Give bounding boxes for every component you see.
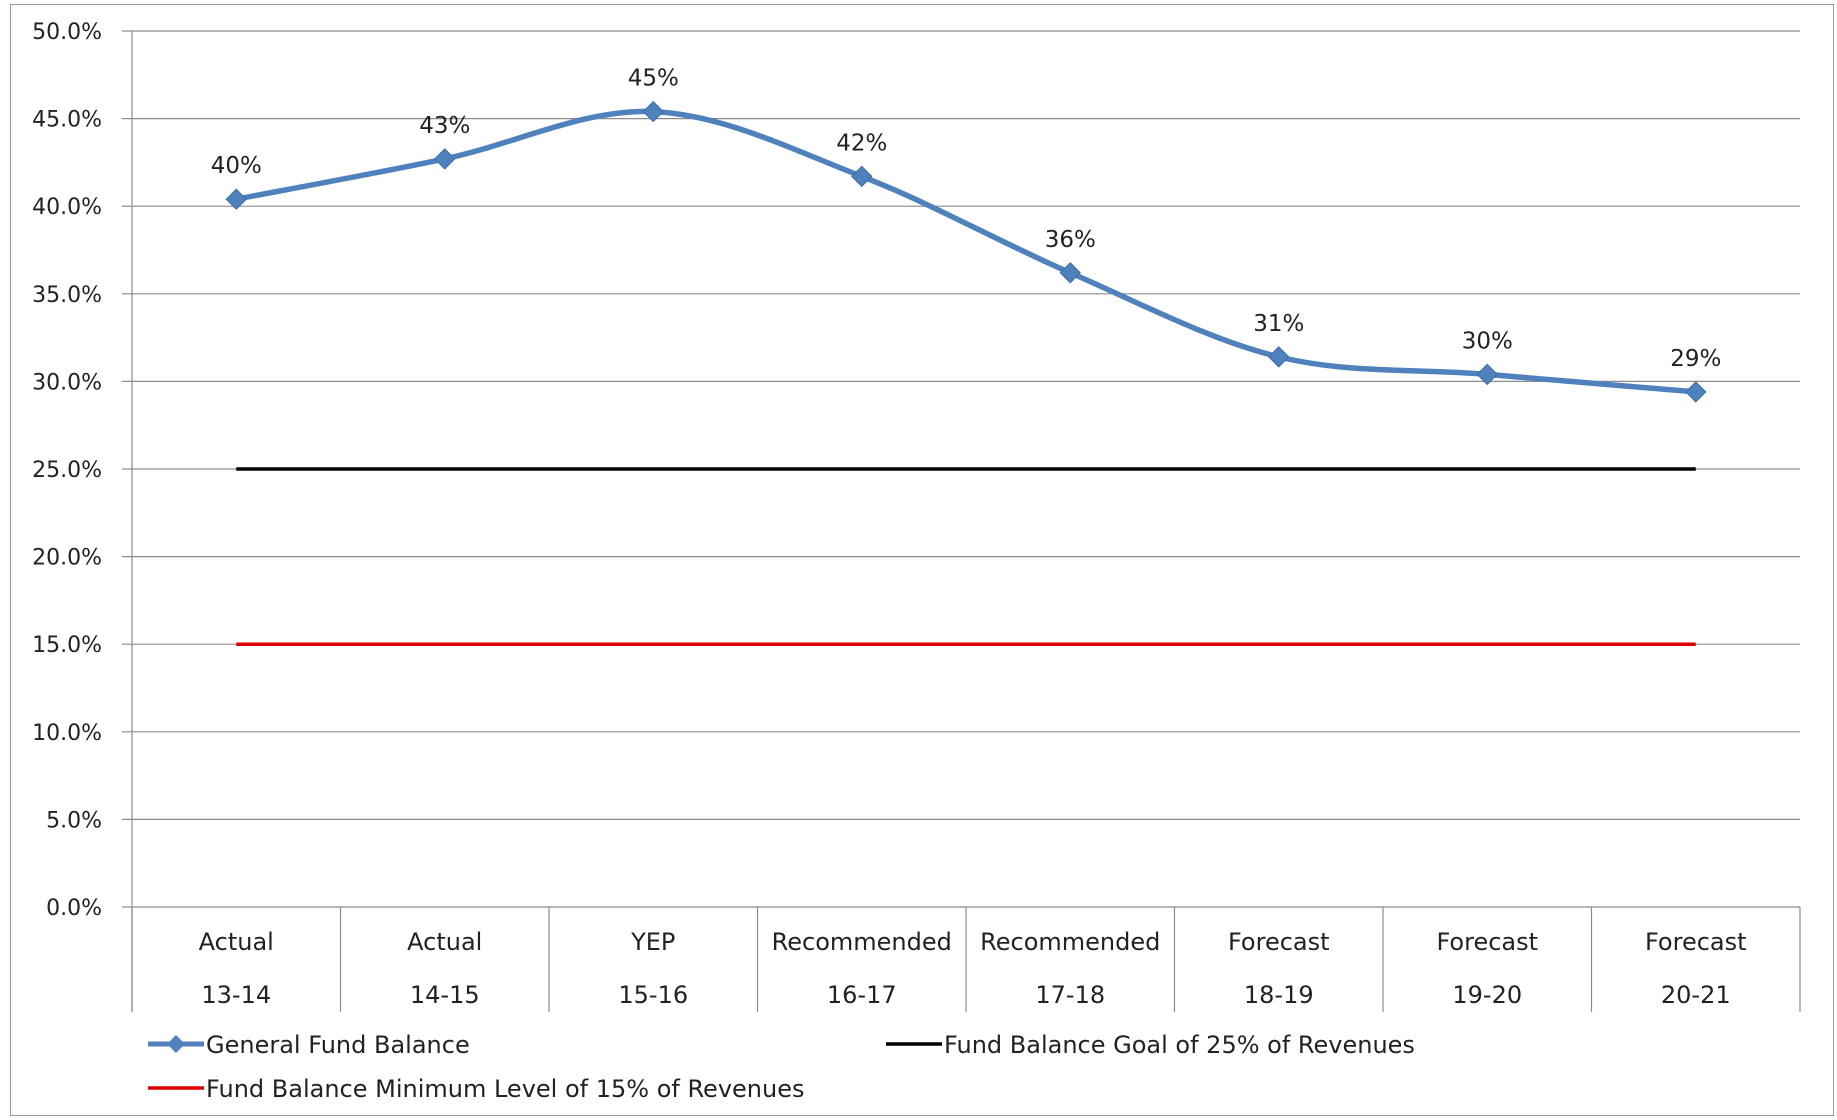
general-fund-balance-line xyxy=(235,108,1696,395)
data-label: 29% xyxy=(1670,346,1721,372)
legend-general-fund-balance-swatch-marker xyxy=(167,1035,185,1053)
y-tick-label: 35.0% xyxy=(32,283,102,308)
y-tick-label: 30.0% xyxy=(32,370,102,395)
y-tick-label: 40.0% xyxy=(32,195,102,220)
data-label: 40% xyxy=(211,153,262,179)
category-label: Actual xyxy=(407,928,482,956)
data-point-marker xyxy=(1476,363,1498,386)
category-label: Recommended xyxy=(980,928,1160,956)
legend-goal-label: Fund Balance Goal of 25% of Revenues xyxy=(944,1031,1415,1059)
chart-frame xyxy=(10,4,1834,1116)
category-sublabel: 14-15 xyxy=(410,981,480,1009)
category-label: Actual xyxy=(199,928,274,956)
category-sublabel: 16-17 xyxy=(827,981,897,1009)
data-point-marker xyxy=(851,165,873,188)
y-tick-label: 0.0% xyxy=(46,896,102,921)
y-tick-label: 10.0% xyxy=(32,721,102,746)
data-label: 31% xyxy=(1253,311,1304,337)
category-label: Forecast xyxy=(1228,928,1330,956)
y-tick-label: 25.0% xyxy=(32,458,102,483)
y-tick-label: 15.0% xyxy=(32,633,102,658)
category-sublabel: 19-20 xyxy=(1452,981,1522,1009)
y-tick-label: 20.0% xyxy=(32,546,102,571)
data-point-marker xyxy=(642,100,664,123)
legend-minimum-label: Fund Balance Minimum Level of 15% of Rev… xyxy=(206,1075,804,1103)
category-sublabel: 17-18 xyxy=(1035,981,1105,1009)
data-point-marker xyxy=(225,188,247,210)
category-sublabel: 15-16 xyxy=(618,981,688,1009)
data-point-marker xyxy=(1059,262,1081,284)
category-sublabel: 18-19 xyxy=(1244,981,1314,1009)
legend-general-fund-balance-label: General Fund Balance xyxy=(206,1031,470,1059)
category-label: YEP xyxy=(630,928,675,956)
data-label: 45% xyxy=(628,66,679,92)
data-point-marker xyxy=(434,148,456,170)
data-label: 30% xyxy=(1462,328,1513,354)
data-label: 36% xyxy=(1045,227,1096,253)
category-label: Forecast xyxy=(1436,928,1538,956)
data-point-marker xyxy=(1268,346,1290,368)
category-label: Forecast xyxy=(1645,928,1747,956)
y-tick-label: 50.0% xyxy=(32,20,102,45)
y-tick-label: 5.0% xyxy=(46,808,102,833)
data-label: 42% xyxy=(836,130,887,156)
data-point-marker xyxy=(1685,381,1707,403)
category-sublabel: 20-21 xyxy=(1661,981,1731,1009)
category-label: Recommended xyxy=(772,928,952,956)
category-sublabel: 13-14 xyxy=(201,981,271,1009)
data-label: 43% xyxy=(419,113,470,139)
y-tick-label: 45.0% xyxy=(32,108,102,133)
